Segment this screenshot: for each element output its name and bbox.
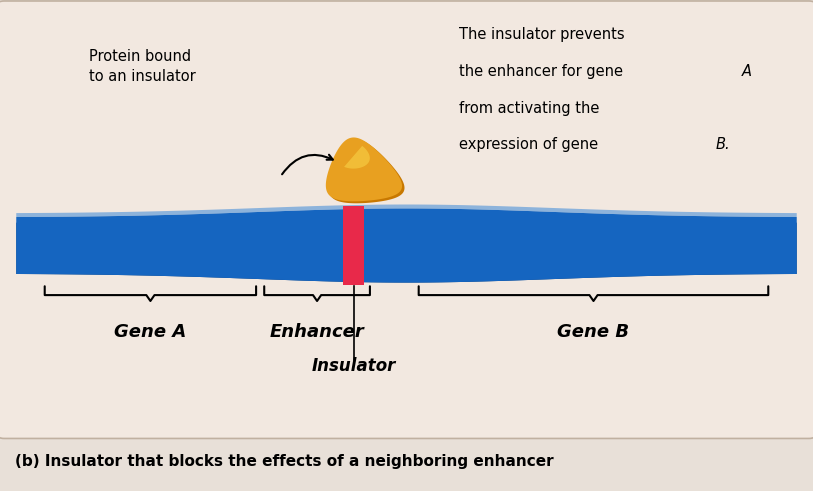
Text: the enhancer for gene: the enhancer for gene: [459, 64, 628, 79]
Text: The insulator prevents: The insulator prevents: [459, 27, 625, 42]
Bar: [343, 206, 364, 285]
Polygon shape: [344, 146, 370, 168]
Text: A: A: [742, 64, 752, 79]
Polygon shape: [328, 139, 405, 203]
Text: Protein bound
to an insulator: Protein bound to an insulator: [89, 49, 196, 84]
Text: Gene A: Gene A: [115, 323, 186, 341]
Text: expression of gene: expression of gene: [459, 137, 603, 153]
Polygon shape: [16, 209, 797, 282]
Polygon shape: [16, 214, 797, 282]
Polygon shape: [326, 137, 402, 201]
Text: Insulator: Insulator: [311, 357, 396, 376]
Text: Enhancer: Enhancer: [270, 323, 364, 341]
Text: B.: B.: [715, 137, 730, 153]
Polygon shape: [16, 205, 797, 217]
FancyBboxPatch shape: [0, 1, 813, 438]
Text: from activating the: from activating the: [459, 101, 600, 116]
Text: Gene B: Gene B: [558, 323, 629, 341]
Text: (b) Insulator that blocks the effects of a neighboring enhancer: (b) Insulator that blocks the effects of…: [15, 454, 554, 469]
